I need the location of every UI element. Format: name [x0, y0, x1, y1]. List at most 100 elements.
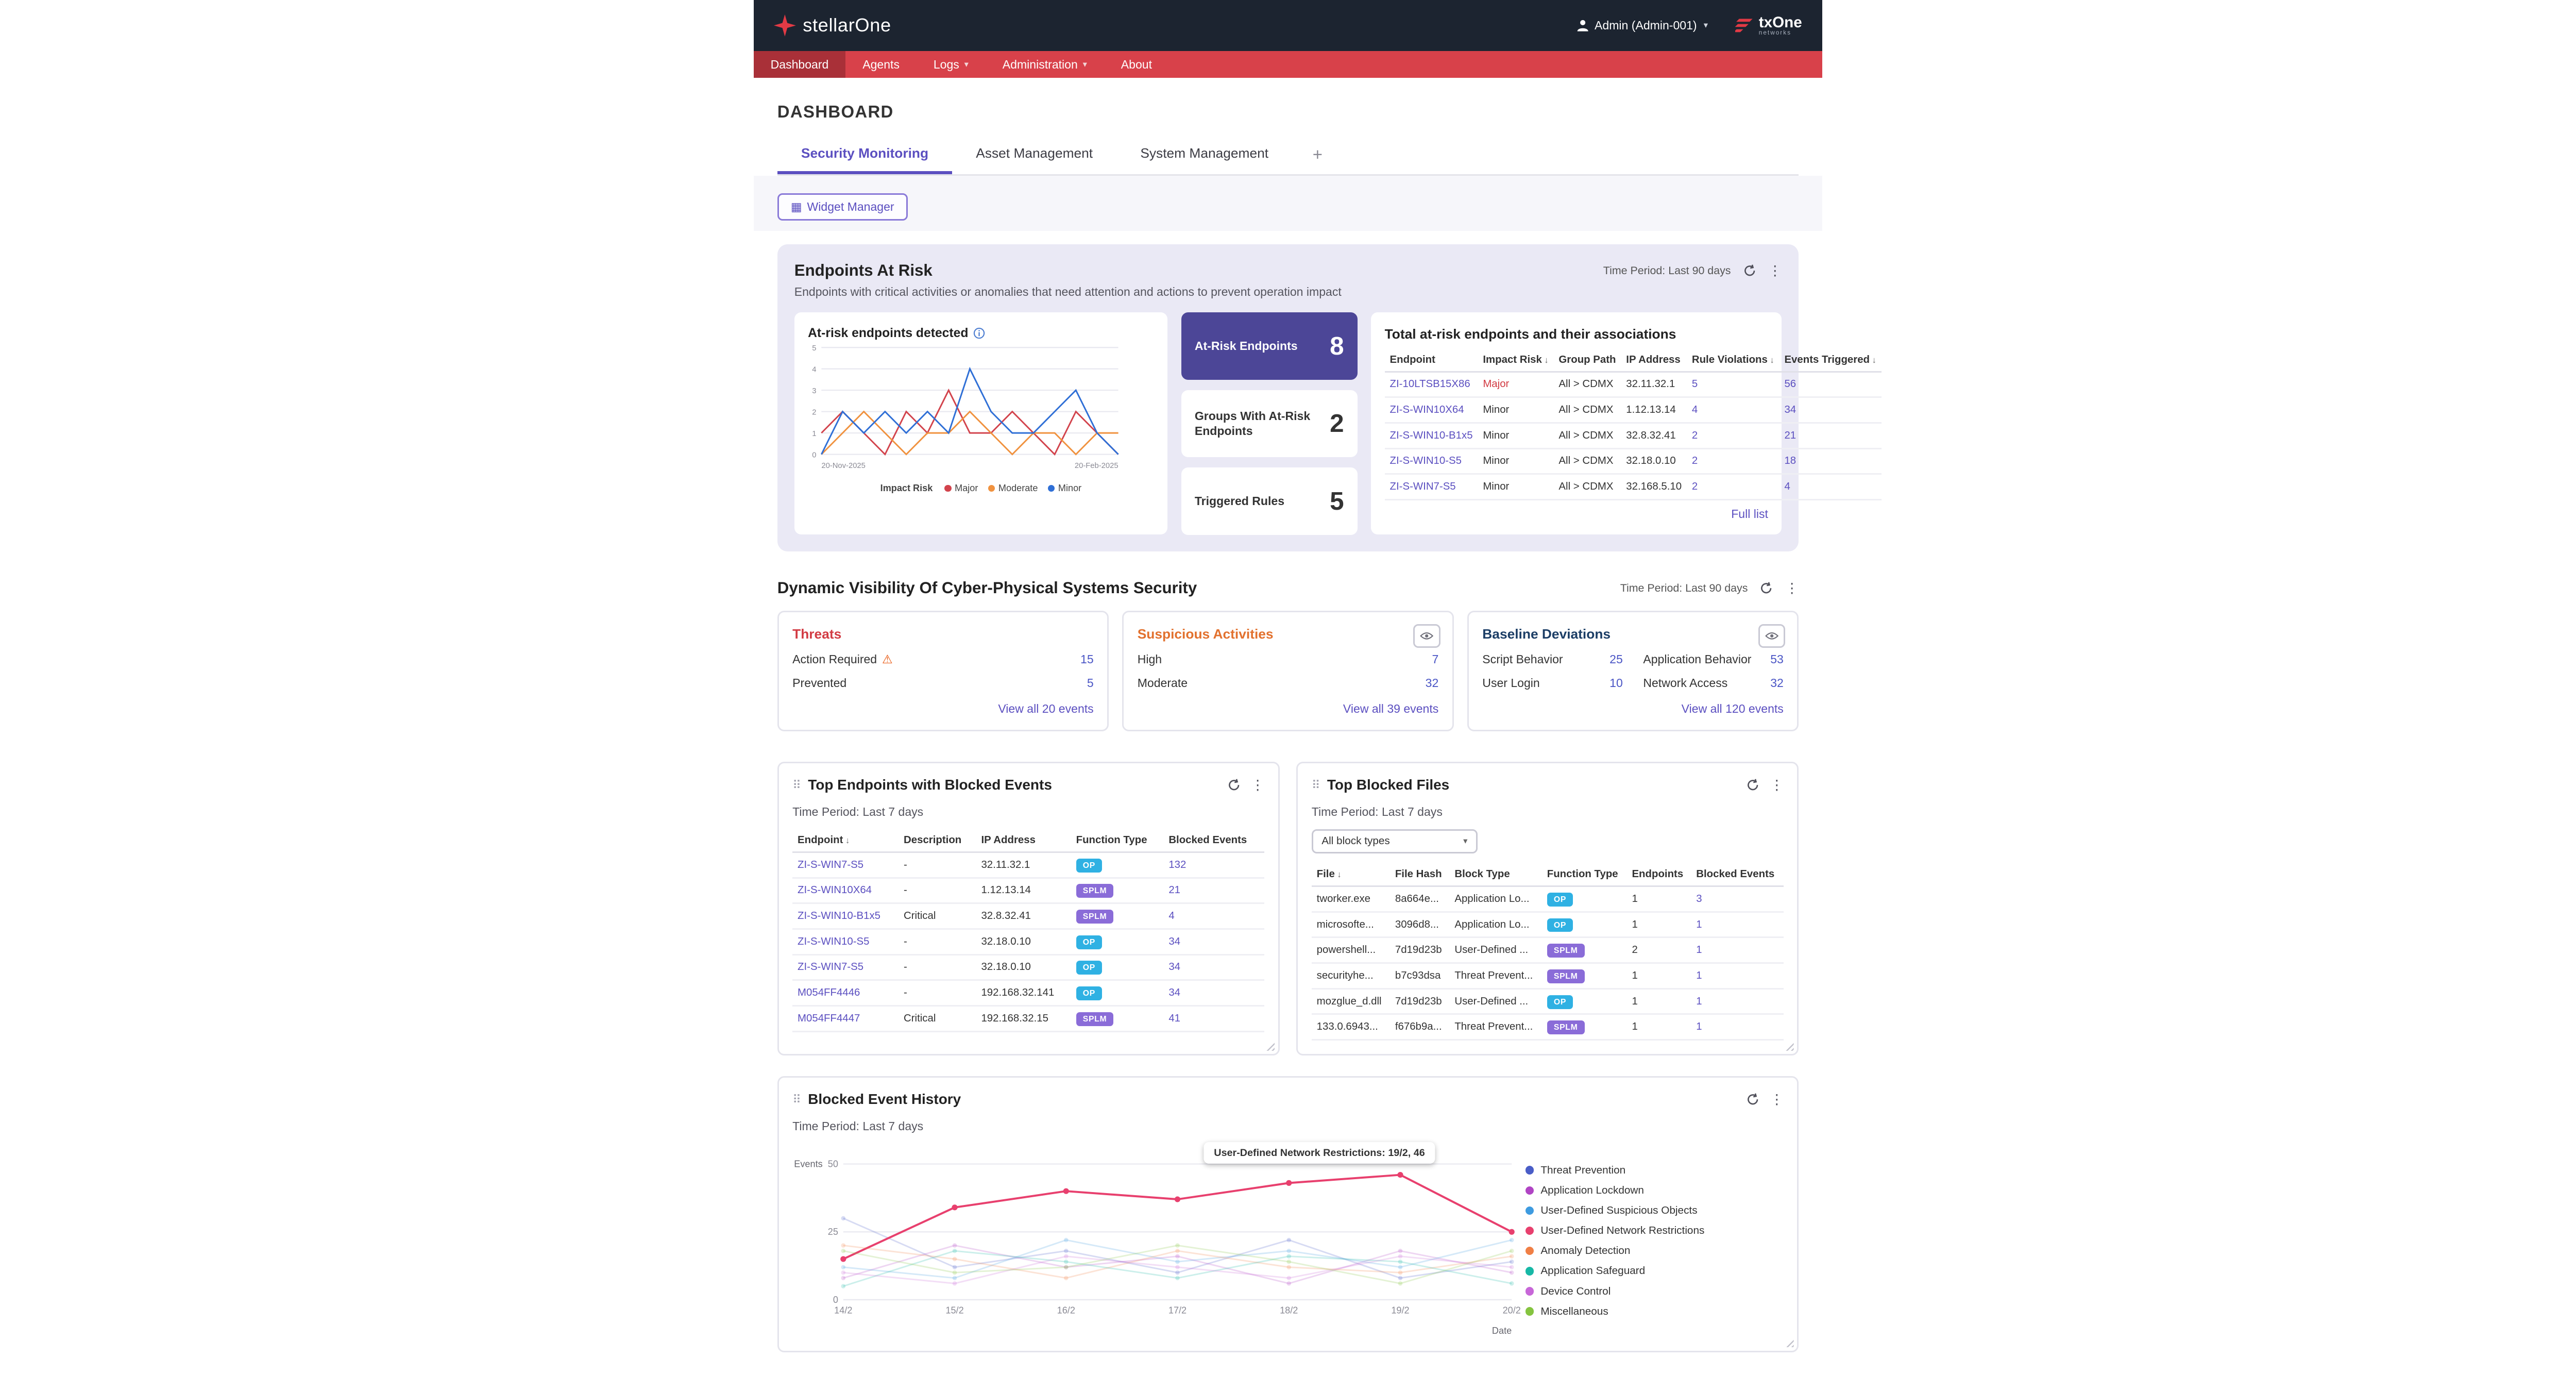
blocked-events-link[interactable]: 1	[1691, 988, 1784, 1015]
refresh-button[interactable]	[1746, 778, 1759, 792]
column-header-endpoints[interactable]: Endpoints	[1626, 863, 1691, 887]
metric-value[interactable]: 15	[1080, 652, 1094, 666]
column-header-events-triggered[interactable]: Events Triggered ↓	[1779, 348, 1882, 373]
stat-card-triggered-rules[interactable]: Triggered Rules 5	[1181, 467, 1358, 535]
blocked-events-link[interactable]: 1	[1691, 912, 1784, 938]
view-all-threats-link[interactable]: View all 20 events	[998, 702, 1094, 716]
endpoint-link[interactable]: ZI-S-WIN7-S5	[792, 852, 899, 879]
column-header-function-type[interactable]: Function Type	[1071, 829, 1164, 853]
column-header-group-path[interactable]: Group Path	[1553, 348, 1621, 373]
user-menu[interactable]: Admin (Admin-001) ▾	[1576, 19, 1708, 32]
metric-value[interactable]: 7	[1432, 652, 1439, 666]
endpoint-link[interactable]: M054FF4447	[792, 1005, 899, 1032]
stat-card-at-risk-endpoints[interactable]: At-Risk Endpoints 8	[1181, 312, 1358, 380]
events-triggered-link[interactable]: 21	[1779, 423, 1882, 449]
full-list-link[interactable]: Full list	[1731, 507, 1768, 521]
drag-handle-icon[interactable]: ⠿	[792, 778, 802, 792]
events-triggered-link[interactable]: 34	[1779, 397, 1882, 424]
column-header-rule-violations[interactable]: Rule Violations ↓	[1686, 348, 1780, 373]
rule-violations-link[interactable]: 2	[1686, 448, 1780, 475]
more-options-button[interactable]: ⋮	[1770, 777, 1784, 793]
nav-item-agents[interactable]: Agents	[845, 51, 917, 78]
column-header-ip-address[interactable]: IP Address	[1621, 348, 1687, 373]
column-header-file[interactable]: File ↓	[1311, 863, 1390, 887]
blocked-events-link[interactable]: 132	[1163, 852, 1265, 879]
add-tab-button[interactable]: +	[1312, 145, 1323, 164]
blocked-events-link[interactable]: 34	[1163, 954, 1265, 981]
metric-value[interactable]: 25	[1609, 652, 1623, 666]
endpoint-link[interactable]: ZI-S-WIN10-S5	[1384, 448, 1478, 475]
endpoint-link[interactable]: M054FF4446	[792, 980, 899, 1007]
blocked-events-link[interactable]: 3	[1691, 886, 1784, 913]
nav-item-about[interactable]: About	[1104, 51, 1169, 78]
metric-label: Prevented	[792, 676, 847, 690]
events-triggered-link[interactable]: 4	[1779, 474, 1882, 500]
view-all-baseline-link[interactable]: View all 120 events	[1681, 702, 1784, 716]
endpoint-link[interactable]: ZI-S-WIN10X64	[1384, 397, 1478, 424]
more-options-button[interactable]: ⋮	[1250, 777, 1265, 793]
blocked-events-link[interactable]: 4	[1163, 903, 1265, 930]
more-options-button[interactable]: ⋮	[1770, 1092, 1784, 1108]
endpoint-link[interactable]: ZI-S-WIN7-S5	[792, 954, 899, 981]
column-header-file-hash[interactable]: File Hash	[1389, 863, 1450, 887]
nav-item-dashboard[interactable]: Dashboard	[753, 51, 846, 78]
rule-violations-link[interactable]: 2	[1686, 474, 1780, 500]
tab-asset-management[interactable]: Asset Management	[976, 145, 1093, 161]
endpoint-link[interactable]: ZI-S-WIN10X64	[792, 878, 899, 904]
column-header-blocked-events[interactable]: Blocked Events	[1163, 829, 1265, 853]
events-triggered-link[interactable]: 56	[1779, 372, 1882, 398]
metric-value[interactable]: 53	[1770, 652, 1784, 666]
refresh-button[interactable]	[1743, 264, 1756, 277]
events-triggered-link[interactable]: 18	[1779, 448, 1882, 475]
endpoint-link[interactable]: ZI-S-WIN10-B1x5	[1384, 423, 1478, 449]
column-header-description[interactable]: Description	[899, 829, 976, 853]
column-header-impact-risk[interactable]: Impact Risk ↓	[1478, 348, 1554, 373]
metric-value[interactable]: 5	[1087, 676, 1094, 690]
file-hash-cell: b7c93dsa	[1389, 963, 1450, 990]
metric-value[interactable]: 32	[1425, 676, 1439, 690]
visibility-toggle-button[interactable]	[1758, 624, 1786, 648]
column-header-endpoint[interactable]: Endpoint ↓	[792, 829, 899, 853]
metric-value[interactable]: 10	[1609, 676, 1623, 690]
tab-security-monitoring[interactable]: Security Monitoring	[777, 135, 953, 175]
legend-dot	[944, 484, 952, 492]
blocked-events-link[interactable]: 21	[1163, 878, 1265, 904]
column-header-blocked-events[interactable]: Blocked Events	[1691, 863, 1784, 887]
endpoint-link[interactable]: ZI-S-WIN7-S5	[1384, 474, 1478, 500]
rule-violations-link[interactable]: 5	[1686, 372, 1780, 398]
column-header-function-type[interactable]: Function Type	[1541, 863, 1627, 887]
endpoint-link[interactable]: ZI-S-WIN10-B1x5	[792, 903, 899, 930]
column-header-endpoint[interactable]: Endpoint	[1384, 348, 1478, 373]
endpoint-link[interactable]: ZI-S-WIN10-S5	[792, 929, 899, 956]
nav-item-administration[interactable]: Administration ▾	[986, 51, 1104, 78]
refresh-button[interactable]	[1746, 1093, 1759, 1106]
nav-item-logs[interactable]: Logs ▾	[917, 51, 986, 78]
blocked-events-link[interactable]: 1	[1691, 1014, 1784, 1041]
drag-handle-icon[interactable]: ⠿	[792, 1092, 802, 1106]
refresh-button[interactable]	[1759, 581, 1773, 595]
blocked-events-link[interactable]: 34	[1163, 980, 1265, 1007]
endpoint-link[interactable]: ZI-10LTSB15X86	[1384, 372, 1478, 398]
block-type-filter-select[interactable]: All block types ▾	[1311, 829, 1478, 853]
more-options-button[interactable]: ⋮	[1785, 580, 1799, 596]
more-options-button[interactable]: ⋮	[1768, 262, 1782, 278]
widget-title: Top Blocked Files	[1327, 777, 1450, 793]
stat-card-groups-with-at-risk-endpoints[interactable]: Groups With At-Risk Endpoints 2	[1181, 390, 1358, 458]
column-header-ip-address[interactable]: IP Address	[976, 829, 1071, 853]
info-icon[interactable]	[973, 327, 985, 339]
blocked-events-link[interactable]: 1	[1691, 963, 1784, 990]
refresh-button[interactable]	[1227, 778, 1241, 792]
visibility-toggle-button[interactable]	[1413, 624, 1440, 648]
drag-handle-icon[interactable]: ⠿	[1311, 778, 1320, 792]
rule-violations-link[interactable]: 2	[1686, 423, 1780, 449]
metric-value[interactable]: 32	[1770, 676, 1784, 690]
svg-text:15/2: 15/2	[946, 1305, 964, 1315]
view-all-suspicious-link[interactable]: View all 39 events	[1343, 702, 1439, 716]
column-header-block-type[interactable]: Block Type	[1449, 863, 1542, 887]
rule-violations-link[interactable]: 4	[1686, 397, 1780, 424]
blocked-events-link[interactable]: 34	[1163, 929, 1265, 956]
blocked-events-link[interactable]: 41	[1163, 1005, 1265, 1032]
tab-system-management[interactable]: System Management	[1140, 145, 1269, 161]
widget-manager-button[interactable]: ▦ Widget Manager	[777, 193, 908, 221]
blocked-events-link[interactable]: 1	[1691, 937, 1784, 964]
